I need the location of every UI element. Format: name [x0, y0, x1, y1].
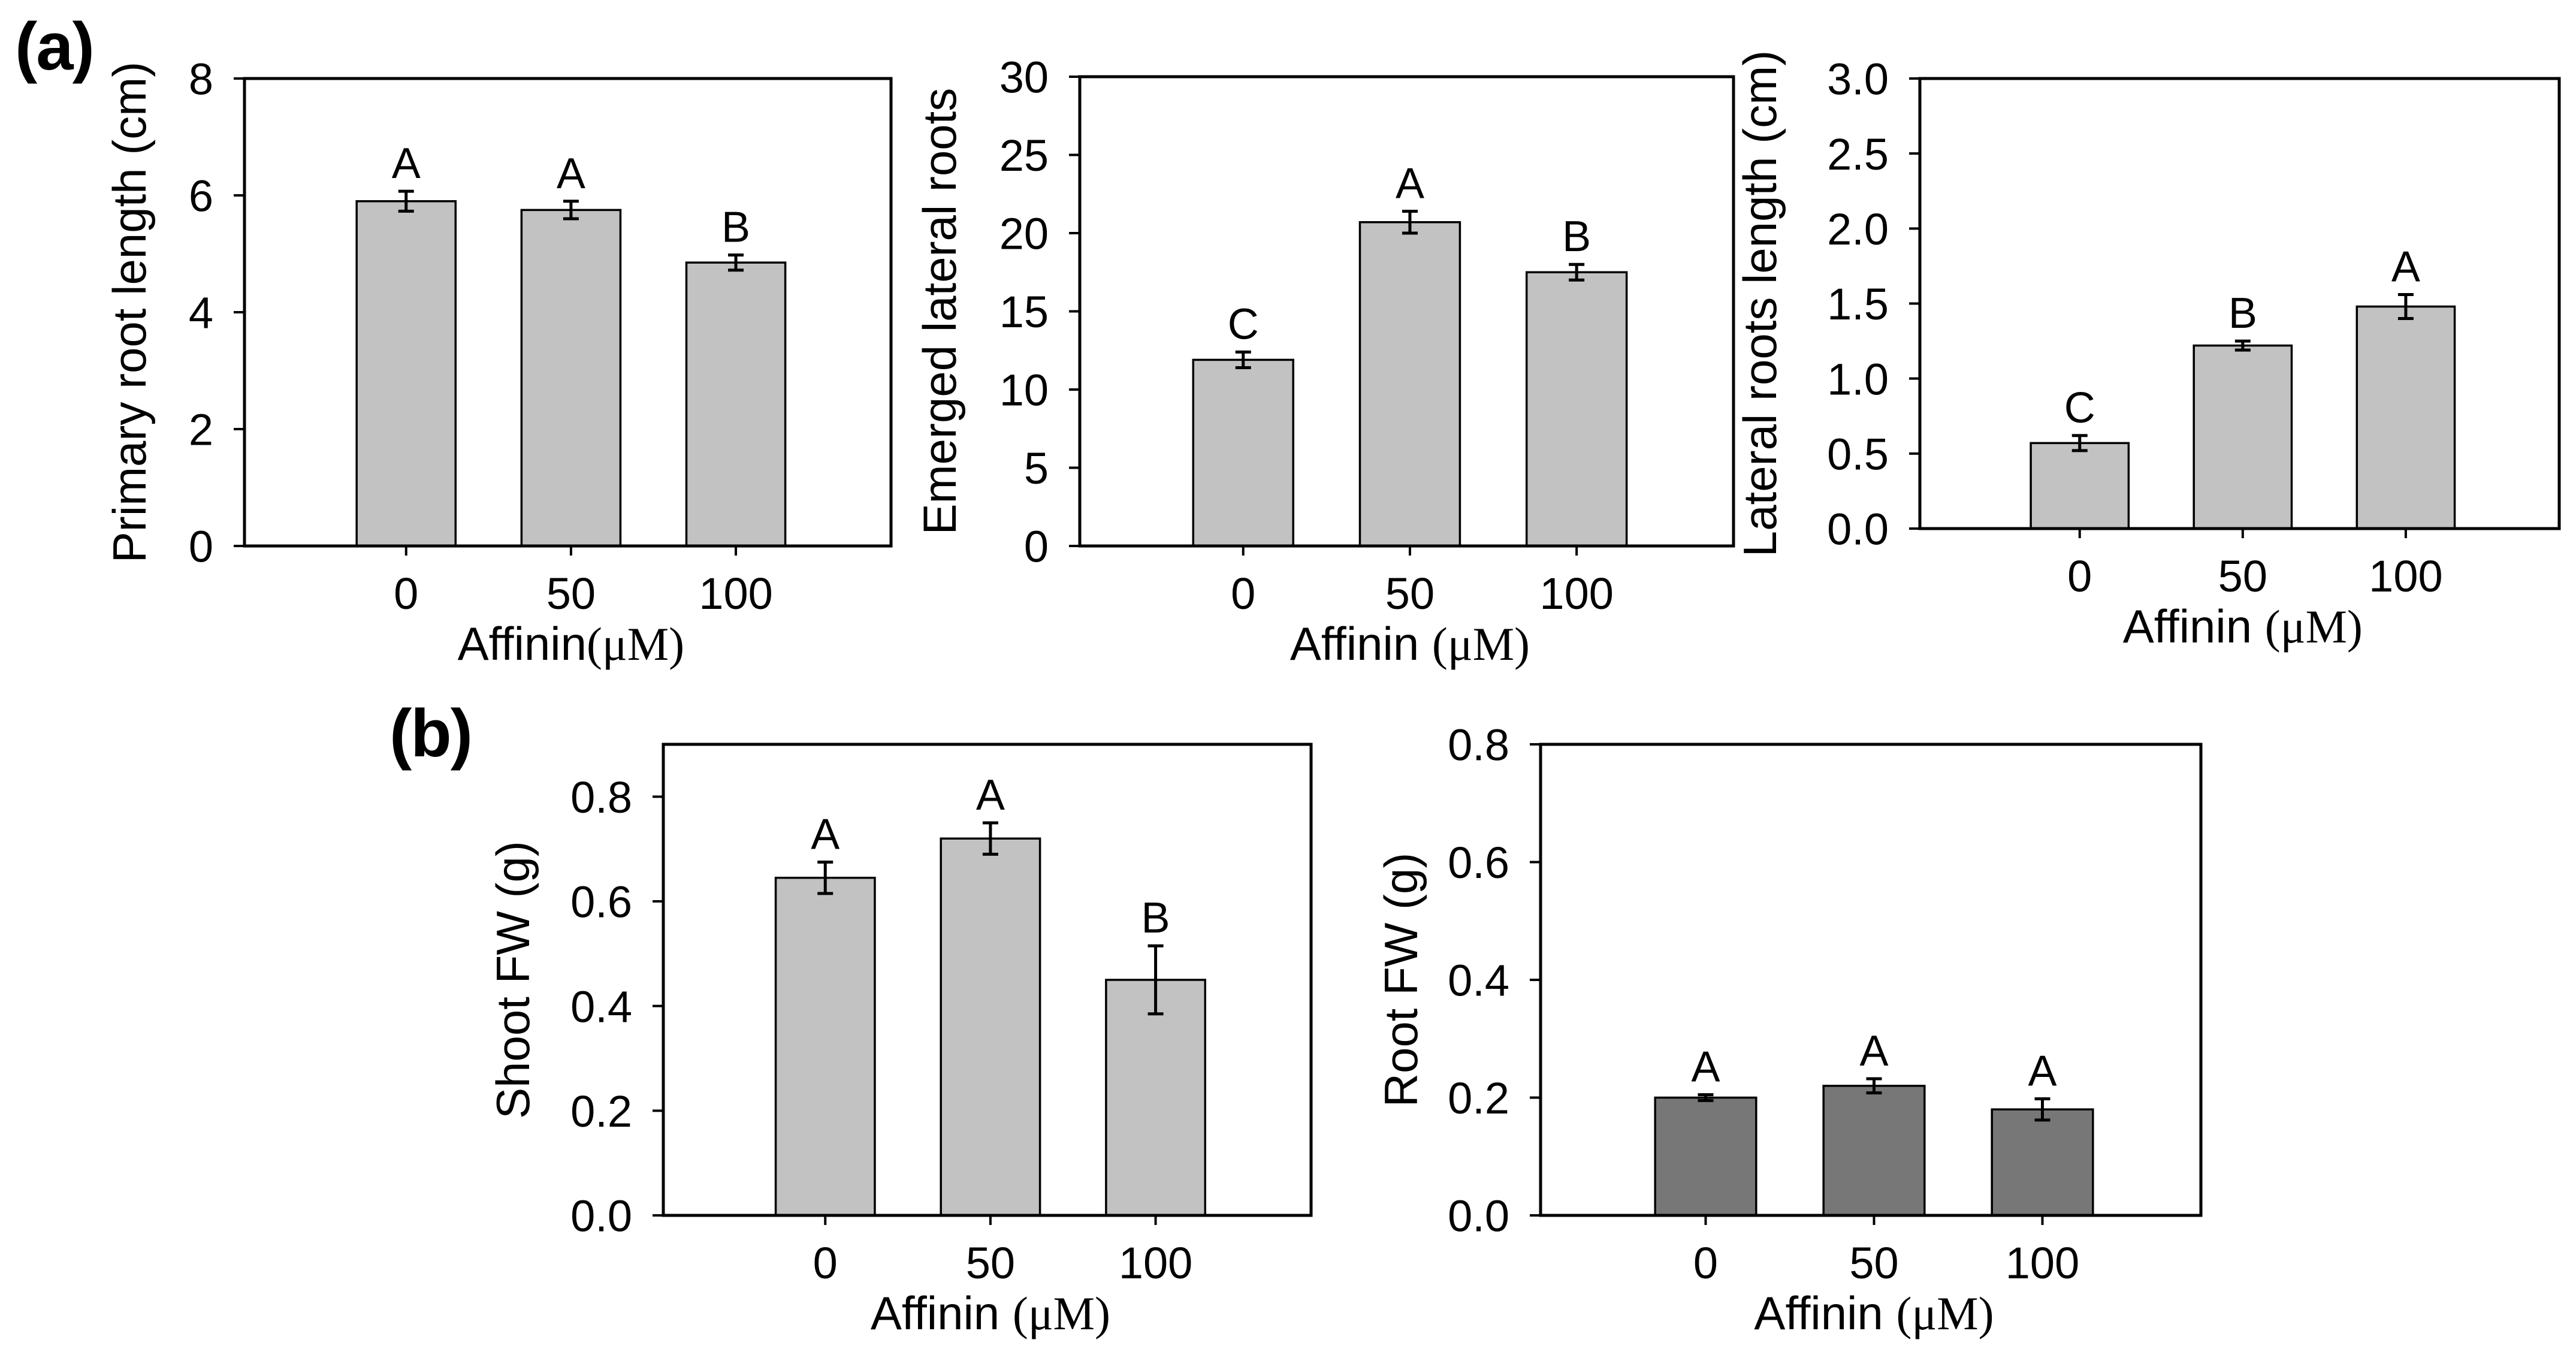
y-tick-label: 0	[1024, 522, 1049, 572]
x-category-label: 50	[966, 1238, 1015, 1288]
y-tick-label: 10	[999, 366, 1049, 415]
bar	[1105, 979, 1207, 1217]
y-tick-label: 20	[999, 209, 1049, 259]
x-category-label: 50	[546, 569, 596, 618]
bar	[940, 837, 1041, 1217]
x-axis-title: Affinin (μM)	[2123, 600, 2363, 653]
y-axis-title: Lateral roots length (cm)	[1734, 50, 1786, 557]
bar	[685, 261, 787, 547]
x-axis-title: Affinin(μM)	[458, 617, 685, 670]
significance-letter: A	[2028, 1047, 2057, 1095]
significance-letter: A	[392, 140, 421, 188]
x-category-label: 100	[2006, 1238, 2079, 1288]
bar	[2030, 442, 2130, 530]
bar	[774, 876, 876, 1217]
bar	[2355, 305, 2456, 530]
bar	[1525, 271, 1628, 547]
y-tick-label: 8	[189, 55, 213, 104]
x-category-label: 100	[2369, 551, 2442, 601]
x-category-label: 50	[1385, 569, 1435, 618]
significance-letter: A	[557, 150, 585, 198]
panel-label-a: (a)	[15, 9, 95, 84]
significance-letter: A	[1859, 1027, 1888, 1075]
bar	[355, 200, 457, 547]
y-tick-label: 0.8	[570, 772, 632, 822]
significance-letter: A	[2391, 243, 2420, 291]
x-category-label: 100	[699, 569, 772, 618]
x-category-label: 50	[1849, 1238, 1898, 1288]
y-tick-label: 0.4	[1448, 956, 1509, 1006]
y-tick-label: 0	[189, 522, 213, 572]
x-category-label: 0	[1231, 569, 1255, 618]
y-tick-label: 0.6	[1448, 838, 1509, 888]
panel-label-b: (b)	[389, 696, 473, 771]
x-category-label: 0	[2067, 551, 2092, 601]
bar	[1654, 1096, 1757, 1217]
y-tick-label: 0.0	[1448, 1191, 1509, 1241]
y-tick-label: 2	[189, 405, 213, 455]
y-tick-label: 0.0	[1827, 505, 1889, 554]
x-category-label: 100	[1539, 569, 1613, 618]
y-tick-label: 0.4	[570, 982, 632, 1031]
y-tick-label: 25	[999, 131, 1049, 180]
y-tick-label: 0.0	[570, 1191, 632, 1241]
y-tick-label: 1.5	[1827, 279, 1889, 329]
x-category-label: 0	[394, 569, 418, 618]
x-category-label: 0	[813, 1238, 838, 1288]
plot-frame	[662, 743, 1313, 1217]
bar	[1192, 358, 1294, 547]
x-category-label: 100	[1119, 1238, 1192, 1288]
y-tick-label: 3.0	[1827, 55, 1889, 104]
y-tick-label: 1.0	[1827, 354, 1889, 404]
y-tick-label: 15	[999, 287, 1049, 337]
y-axis-title: Root FW (g)	[1375, 853, 1427, 1108]
x-axis-title: Affinin (μM)	[1754, 1287, 1994, 1339]
significance-letter: C	[2064, 384, 2095, 432]
y-tick-label: 4	[189, 288, 213, 338]
significance-letter: B	[1141, 894, 1170, 942]
bar	[1991, 1108, 2094, 1217]
significance-letter: B	[721, 203, 750, 251]
bar	[520, 209, 622, 547]
bar	[2193, 344, 2293, 530]
y-axis-title: Shoot FW (g)	[487, 841, 539, 1119]
x-axis-title: Affinin (μM)	[1290, 617, 1530, 670]
y-tick-label: 30	[999, 53, 1049, 102]
significance-letter: A	[811, 811, 839, 859]
bar	[1822, 1085, 1926, 1217]
significance-letter: A	[976, 771, 1005, 819]
significance-letter: C	[1228, 300, 1259, 348]
y-axis-title: Primary root length (cm)	[103, 62, 156, 563]
y-tick-label: 2.5	[1827, 129, 1889, 179]
y-tick-label: 0.6	[570, 877, 632, 927]
y-tick-label: 0.2	[1448, 1073, 1509, 1123]
chart-primary-root-length: A A B 0 2 4 6 8 0 50 100 Affinin(μM) Primary root le…	[103, 55, 893, 670]
x-category-label: 0	[1693, 1238, 1718, 1288]
significance-letter: B	[1562, 213, 1591, 261]
bar	[1358, 221, 1461, 547]
y-axis-title: Emerged lateral roots	[913, 88, 966, 535]
significance-letter: A	[1396, 159, 1424, 207]
y-tick-label: 0.5	[1827, 429, 1889, 479]
significance-letter: A	[1691, 1043, 1720, 1091]
y-tick-label: 0.2	[570, 1087, 632, 1136]
y-tick-label: 6	[189, 171, 213, 221]
y-tick-label: 5	[1024, 443, 1049, 493]
x-axis-title: Affinin (μM)	[871, 1287, 1110, 1339]
y-tick-label: 0.8	[1448, 720, 1509, 770]
y-tick-label: 2.0	[1827, 204, 1889, 254]
x-category-label: 50	[2218, 551, 2267, 601]
significance-letter: B	[2228, 289, 2257, 337]
